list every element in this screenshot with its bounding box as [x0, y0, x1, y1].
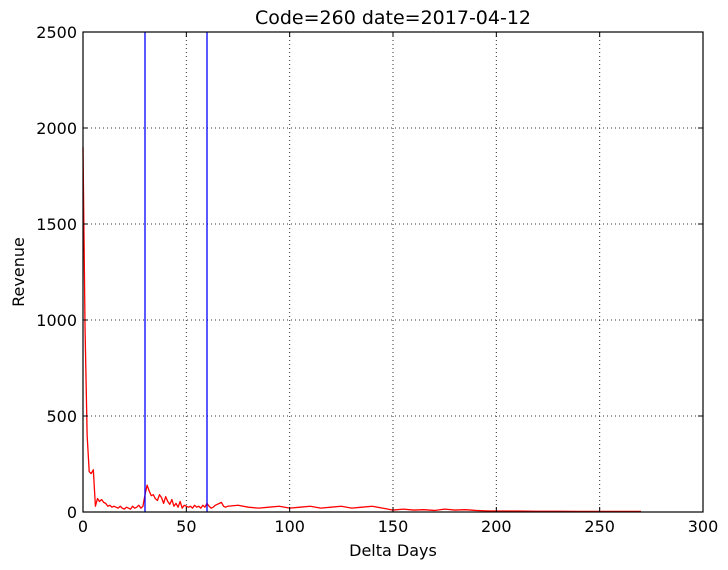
x-tick-label-6: 300 [688, 517, 719, 536]
y-tick-label-1: 500 [46, 407, 77, 426]
y-tick-label-2: 1000 [36, 311, 77, 330]
series-line-0 [82, 147, 641, 513]
x-tick-label-2: 100 [274, 517, 305, 536]
data-layer [82, 32, 641, 513]
x-tick-label-1: 50 [176, 517, 196, 536]
y-tick-label-0: 0 [67, 503, 77, 522]
grid-lines [83, 32, 703, 512]
x-axis-label: Delta Days [349, 541, 437, 560]
y-axis-label: Revenue [9, 237, 28, 307]
x-tick-label-3: 150 [378, 517, 409, 536]
tick-layer: 0 50 100 150 200 250 300 0 500 1000 1500 2000 2500 [36, 23, 718, 536]
chart-title: Code=260 date=2017-04-12 [255, 7, 531, 29]
x-tick-label-4: 200 [481, 517, 512, 536]
x-tick-label-5: 250 [584, 517, 615, 536]
y-tick-label-4: 2000 [36, 119, 77, 138]
y-tick-label-3: 1500 [36, 215, 77, 234]
x-tick-label-0: 0 [78, 517, 88, 536]
y-tick-label-5: 2500 [36, 23, 77, 42]
